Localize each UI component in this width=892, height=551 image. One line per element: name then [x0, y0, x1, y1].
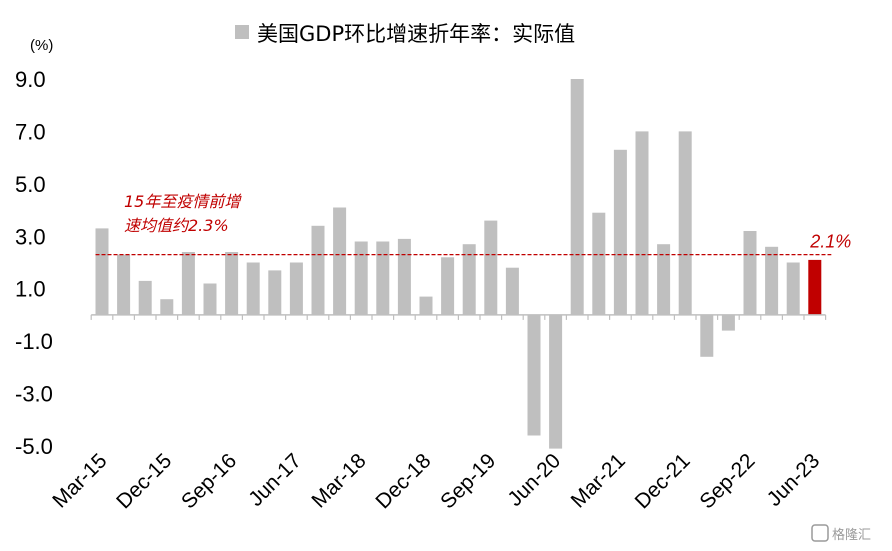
y-tick-label: 3.0	[15, 224, 46, 249]
x-tick-label: Mar-18	[307, 449, 370, 512]
bar-Mar-18	[354, 241, 368, 315]
bar-Dec-22	[765, 246, 779, 315]
watermark: 格隆汇	[811, 524, 871, 543]
bar-Sep-21	[657, 244, 671, 315]
bar-Jun-18	[376, 241, 390, 315]
bar-Jun-22	[721, 314, 735, 331]
annotation-line-2: 速均值约2.3%	[124, 216, 229, 235]
bar-Jun-16	[203, 283, 217, 315]
x-tick-label: Sep-22	[695, 449, 759, 513]
bar-Jun-15	[117, 254, 131, 315]
y-tick-label: -5.0	[15, 434, 53, 459]
x-tick-label: Sep-19	[436, 449, 500, 513]
bar-Mar-19	[441, 257, 455, 315]
bar-Sep-19	[484, 220, 498, 315]
bar-Mar-22	[700, 314, 714, 357]
x-tick-label: Sep-16	[177, 449, 241, 513]
bar-Jun-19	[462, 244, 476, 315]
legend-swatch	[235, 25, 249, 39]
bar-Jun-20	[549, 314, 563, 449]
x-tick-label: Jun-17	[244, 449, 306, 511]
bar-Sep-16	[225, 252, 239, 315]
y-tick-label: -3.0	[15, 382, 53, 407]
bar-Jun-21	[635, 131, 649, 315]
bar-Mar-21	[613, 149, 627, 315]
bar-Mar-17	[268, 270, 282, 315]
x-tick-label: Dec-21	[631, 449, 695, 513]
y-tick-label: 5.0	[15, 172, 46, 197]
legend-label: 美国GDP环比增速折年率：实际值	[257, 22, 575, 46]
x-tick-label: Dec-18	[371, 449, 435, 513]
bar-Sep-20	[570, 79, 584, 315]
last-value-label: 2.1%	[809, 232, 851, 252]
bar-Sep-15	[138, 280, 152, 315]
y-tick-label: 7.0	[15, 119, 46, 144]
x-tick-label: Jun-20	[503, 449, 565, 511]
y-tick-label: 9.0	[15, 67, 46, 92]
bar-Jun-17	[289, 262, 303, 315]
y-tick-label: 1.0	[15, 277, 46, 302]
bar-Jun-23	[808, 259, 822, 315]
y-tick-label: -1.0	[15, 329, 53, 354]
y-unit-label: (%)	[30, 37, 53, 54]
bar-Dec-21	[678, 131, 692, 315]
bar-Dec-19	[505, 267, 519, 315]
watermark-text: 格隆汇	[832, 527, 871, 543]
bar-Mar-20	[527, 314, 541, 436]
bar-Dec-17	[333, 207, 347, 315]
annotation-line-1: 15年至疫情前增	[124, 192, 242, 211]
x-tick-label: Mar-21	[567, 449, 630, 512]
x-tick-label: Jun-23	[763, 449, 825, 511]
watermark-logo-icon	[811, 524, 829, 542]
bars	[95, 79, 822, 449]
bar-Sep-17	[311, 225, 325, 315]
bar-Mar-16	[181, 252, 195, 315]
bar-Sep-18	[397, 238, 411, 315]
y-axis-ticks: 9.0 7.0 5.0 3.0 1.0 -1.0 -3.0 -5.0	[15, 67, 53, 459]
x-axis-tick-labels: Mar-15 Dec-15 Sep-16 Jun-17 Mar-18 Dec-18 Sep-…	[48, 449, 824, 513]
bar-Sep-22	[743, 231, 757, 315]
bar-Dec-20	[592, 212, 606, 315]
bar-Dec-16	[246, 262, 260, 315]
bar-Mar-15	[95, 228, 109, 315]
bar-Dec-18	[419, 296, 433, 315]
x-axis	[90, 314, 827, 320]
x-tick-label: Dec-15	[112, 449, 176, 513]
bar-Dec-15	[160, 299, 174, 315]
bar-Mar-23	[786, 262, 800, 315]
x-tick-label: Mar-15	[48, 449, 111, 512]
